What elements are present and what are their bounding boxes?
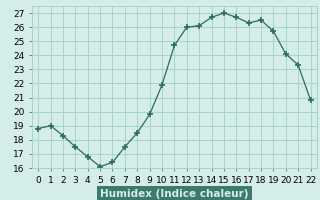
- X-axis label: Humidex (Indice chaleur): Humidex (Indice chaleur): [100, 189, 249, 199]
